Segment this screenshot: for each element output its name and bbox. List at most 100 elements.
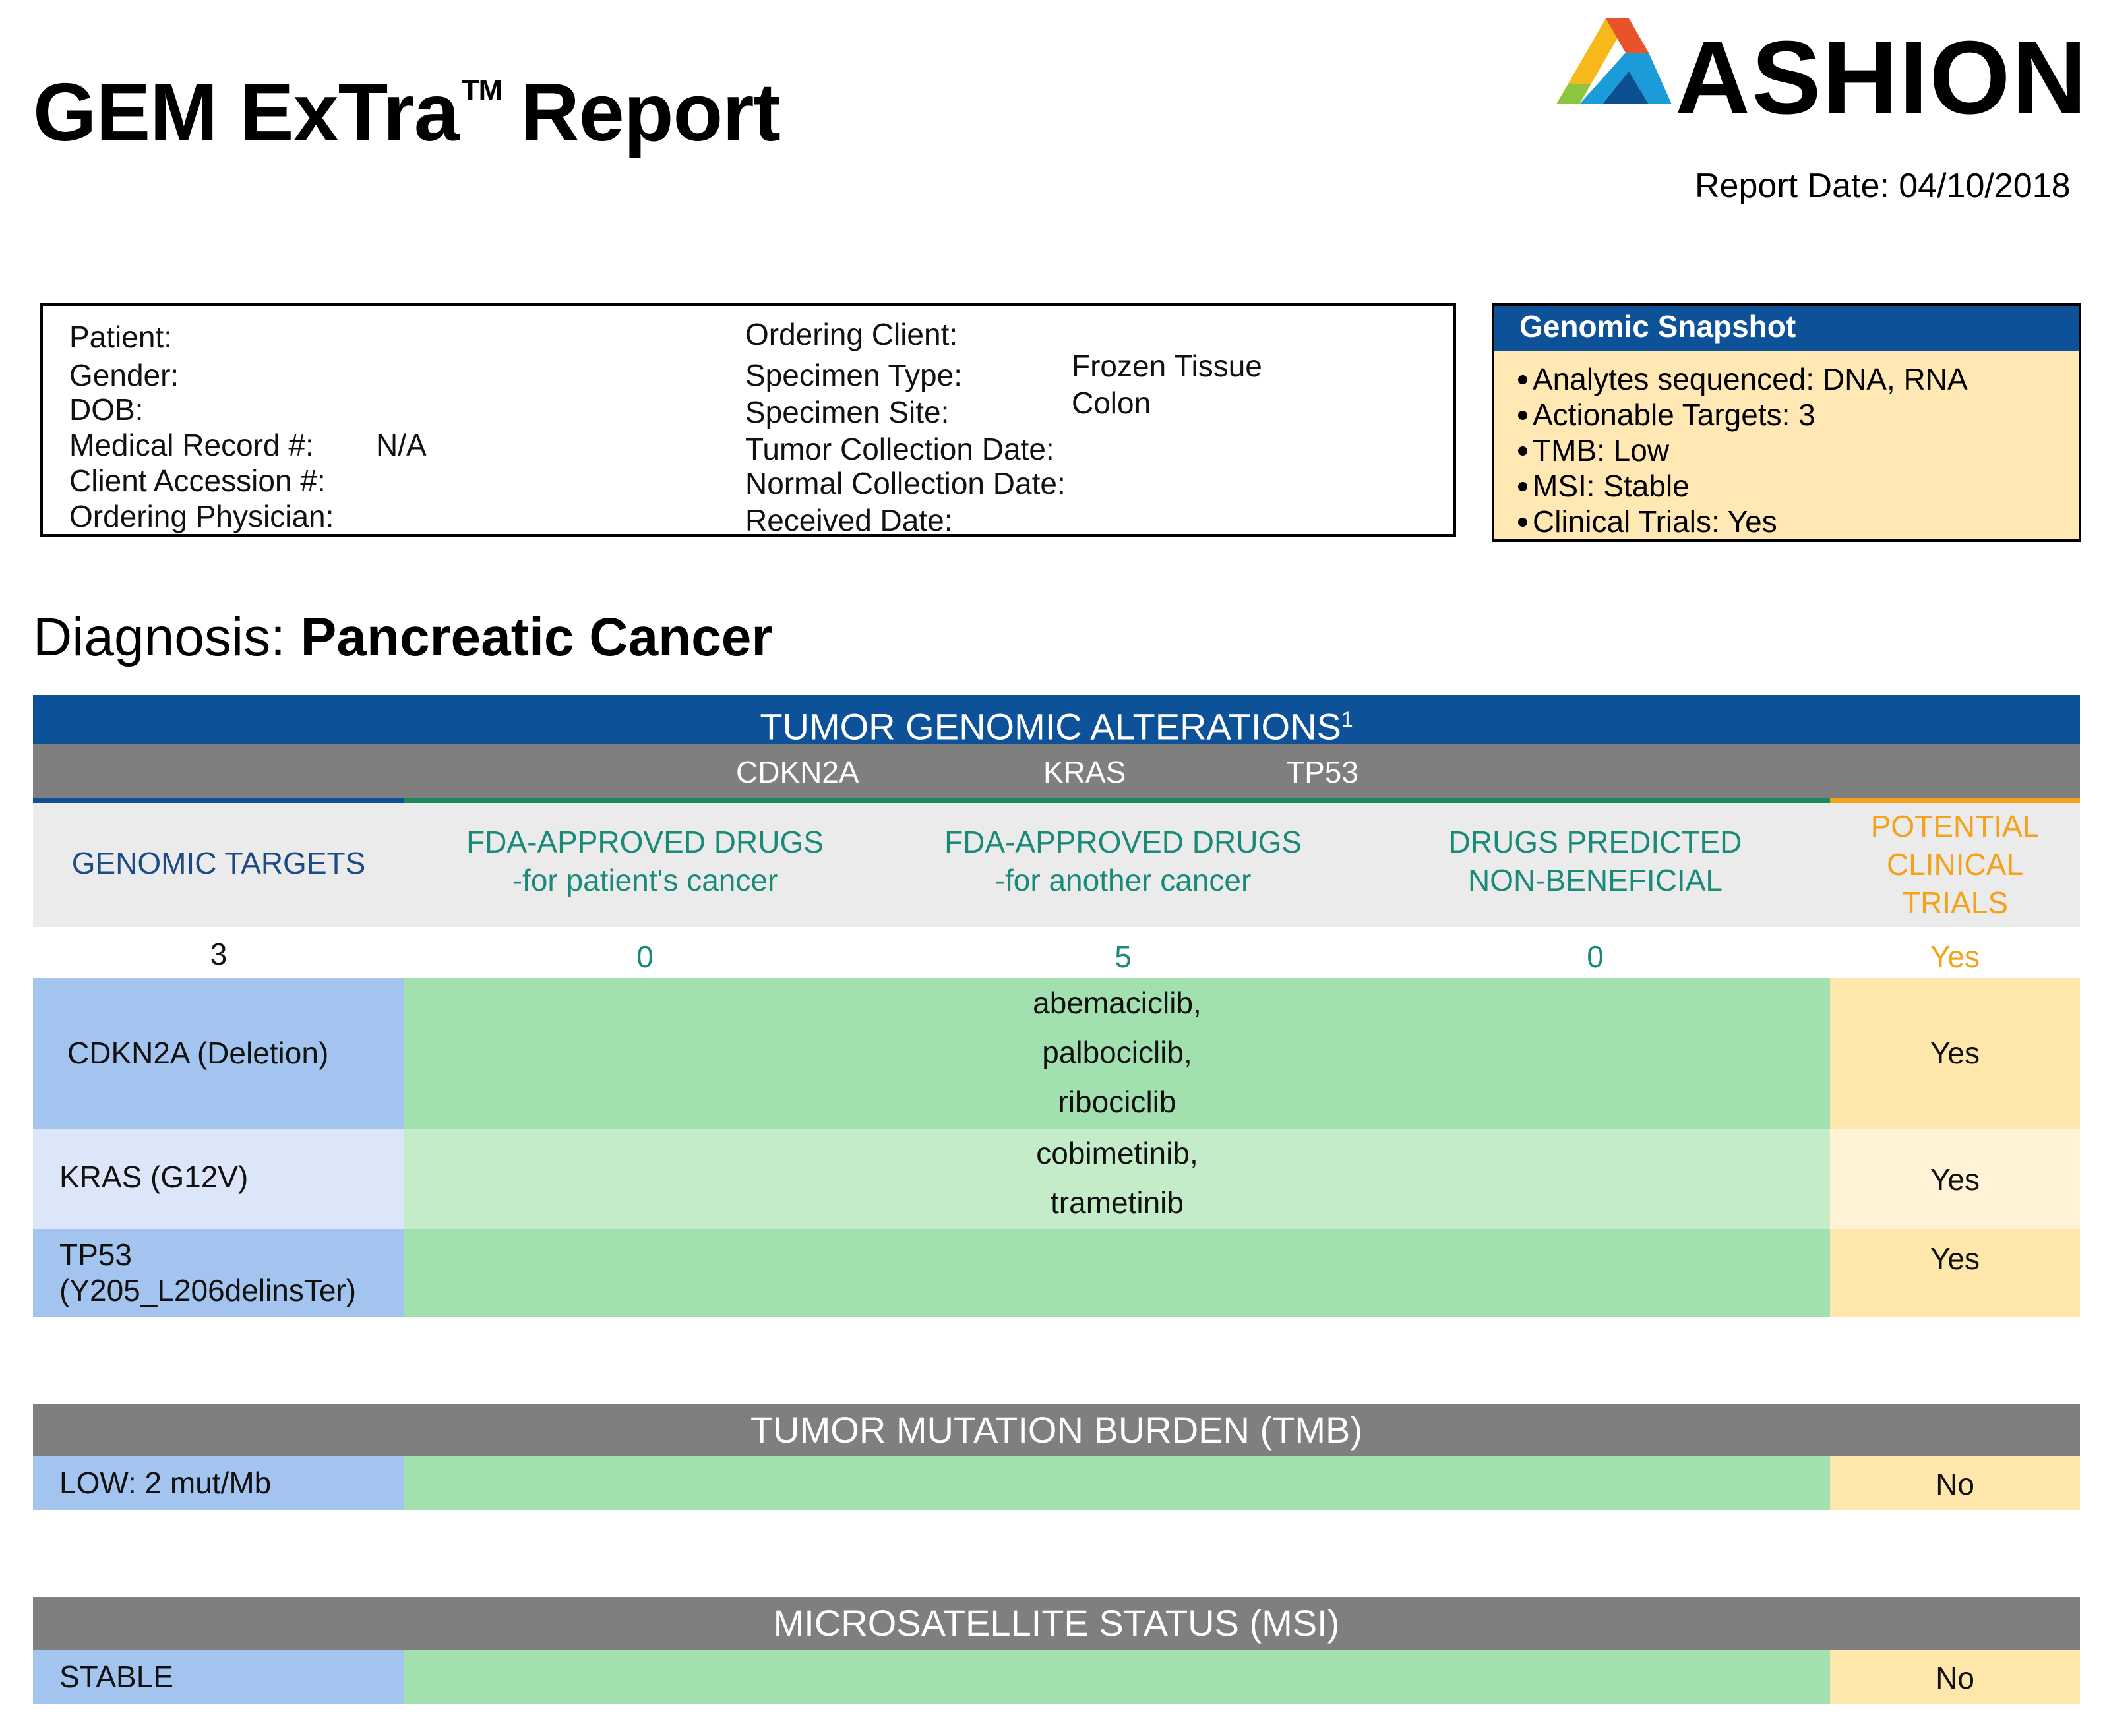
gene-label: TP53 (1286, 755, 1358, 789)
specimen-type-value: Frozen Tissue (1072, 349, 1262, 383)
drug-list: cobimetinib, trametinib (404, 1129, 1830, 1228)
tmb-title: TUMOR MUTATION BURDEN (TMB) (750, 1409, 1363, 1451)
column-header-line: FDA-APPROVED DRUGS (944, 825, 1302, 859)
column-header-line: -for patient's cancer (512, 863, 778, 897)
tmb-trials-value: No (1936, 1467, 1974, 1501)
patient-info-box: Patient: Gender: DOB: Medical Record #: … (40, 303, 1456, 537)
specimen-type-label: Specimen Type: (745, 358, 963, 392)
column-rule (1830, 798, 2080, 803)
snapshot-item: Actionable Targets: 3 (1518, 397, 1815, 433)
column-rule (33, 798, 404, 803)
tmb-trials-cell: No (1830, 1456, 2080, 1510)
column-header-fda-other: FDA-APPROVED DRUGS -for another cancer (886, 823, 1360, 899)
gene-label: CDKN2A (736, 755, 859, 789)
report-title: GEM ExTraTM Report (33, 66, 781, 160)
target-name: TP53 (59, 1238, 132, 1272)
report-date: Report Date: 04/10/2018 (1695, 166, 2071, 206)
tmb-drugs-cell (404, 1456, 1830, 1510)
gender-label: Gender: (69, 358, 179, 392)
target-name: KRAS (G12V) (59, 1160, 249, 1194)
snapshot-item: MSI: Stable (1518, 468, 1690, 504)
snapshot-item-text: MSI: Stable (1533, 469, 1690, 503)
bullet-icon (1518, 518, 1527, 527)
registered-mark: ® (2058, 96, 2065, 107)
column-header-trials: POTENTIAL CLINICAL TRIALS (1830, 807, 2080, 922)
report-title-main: GEM ExTra (33, 67, 460, 158)
count-targets: 3 (210, 937, 228, 971)
msi-trials-value: No (1936, 1661, 1974, 1695)
count-fda-other: 5 (1114, 940, 1132, 974)
column-header-line: NON-BENEFICIAL (1468, 863, 1723, 897)
snapshot-item: TMB: Low (1518, 433, 1669, 468)
normal-collection-label: Normal Collection Date: (745, 466, 1066, 500)
drug-name: cobimetinib, (1036, 1136, 1198, 1170)
msi-title: MICROSATELLITE STATUS (MSI) (773, 1602, 1340, 1644)
client-label: Ordering Client: (745, 317, 958, 351)
ashion-logo: ASHION ® (1550, 12, 2087, 136)
genomic-snapshot-box: Genomic Snapshot Analytes sequenced: DNA… (1492, 303, 2081, 542)
mrn-label: Medical Record #: (69, 428, 314, 462)
trials-value: Yes (1930, 1036, 1980, 1070)
bullet-icon (1518, 482, 1527, 491)
count-row: 3 0 5 0 Yes (33, 927, 2080, 978)
column-rule (404, 798, 1830, 803)
count-nonbeneficial: 0 (1587, 940, 1604, 974)
footnote-marker: 1 (1341, 707, 1353, 731)
column-header-targets: GENOMIC TARGETS (71, 846, 366, 880)
snapshot-item-text: Actionable Targets: 3 (1533, 398, 1815, 432)
ashion-logo-text: ASHION (1675, 20, 2089, 136)
target-name: CDKN2A (Deletion) (67, 1036, 329, 1070)
dob-label: DOB: (69, 392, 144, 427)
gene-bar: CDKN2A KRAS TP53 (33, 744, 2080, 798)
count-fda-patient: 0 (636, 940, 654, 974)
drug-name: trametinib (1051, 1185, 1184, 1220)
snapshot-item-text: TMB: Low (1533, 433, 1670, 467)
bullet-icon (1518, 446, 1527, 456)
column-header-line: TRIALS (1901, 885, 2009, 920)
msi-trials-cell: No (1830, 1650, 2080, 1704)
column-header-line: POTENTIAL (1870, 809, 2040, 843)
table-row-trials: Yes (1830, 978, 2080, 1129)
count-trials: Yes (1930, 940, 1980, 974)
drug-list: abemaciclib, palbociclib, ribociclib (404, 978, 1830, 1127)
alterations-title: TUMOR GENOMIC ALTERATIONS (760, 705, 1341, 748)
tumor-collection-label: Tumor Collection Date: (745, 432, 1054, 466)
patient-label: Patient: (69, 320, 172, 354)
table-row-drugs: cobimetinib, trametinib (404, 1129, 1830, 1229)
table-row-drugs (404, 1229, 1830, 1317)
genomic-snapshot-title: Genomic Snapshot (1494, 306, 2079, 351)
ashion-logo-mark-icon (1556, 18, 1672, 104)
gene-label: KRAS (1043, 755, 1126, 789)
table-row-target: KRAS (G12V) (33, 1129, 404, 1229)
table-row-target: TP53 (Y205_L206delinsTer) (33, 1229, 404, 1317)
drug-name: ribociclib (1058, 1085, 1176, 1119)
column-header-line: -for another cancer (994, 863, 1252, 897)
drug-name: abemaciclib, (1033, 986, 1202, 1020)
bullet-icon (1518, 375, 1527, 384)
mrn-value: N/A (376, 428, 427, 462)
snapshot-item: Clinical Trials: Yes (1518, 504, 1777, 539)
diagnosis-value: Pancreatic Cancer (300, 607, 773, 667)
trials-value: Yes (1930, 1162, 1980, 1197)
report-date-label: Report Date: (1695, 167, 1889, 205)
diagnosis: Diagnosis: Pancreatic Cancer (33, 607, 772, 669)
column-header-line: DRUGS PREDICTED (1448, 825, 1742, 859)
alterations-title-bar: TUMOR GENOMIC ALTERATIONS1 (33, 695, 2080, 748)
msi-value: STABLE (59, 1660, 173, 1694)
table-row-trials: Yes (1830, 1229, 2080, 1317)
table-row-target: CDKN2A (Deletion) (33, 978, 404, 1129)
snapshot-item-text: Analytes sequenced: DNA, RNA (1533, 362, 1968, 396)
snapshot-item-text: Clinical Trials: Yes (1533, 504, 1777, 539)
table-row-trials: Yes (1830, 1129, 2080, 1229)
tmb-value-cell: LOW: 2 mut/Mb (33, 1456, 404, 1510)
msi-drugs-cell (404, 1650, 1830, 1704)
report-title-suffix: Report (520, 67, 781, 158)
trademark-mark: TM (461, 74, 503, 106)
column-header-row: GENOMIC TARGETS FDA-APPROVED DRUGS -for … (33, 803, 2080, 927)
specimen-site-label: Specimen Site: (745, 395, 950, 429)
column-header-nonbeneficial: DRUGS PREDICTED NON-BENEFICIAL (1360, 823, 1830, 899)
trials-value: Yes (1930, 1242, 1980, 1276)
table-row-drugs: abemaciclib, palbociclib, ribociclib (404, 978, 1830, 1129)
column-header-line: CLINICAL (1886, 847, 2024, 882)
tmb-title-bar: TUMOR MUTATION BURDEN (TMB) (33, 1404, 2080, 1456)
